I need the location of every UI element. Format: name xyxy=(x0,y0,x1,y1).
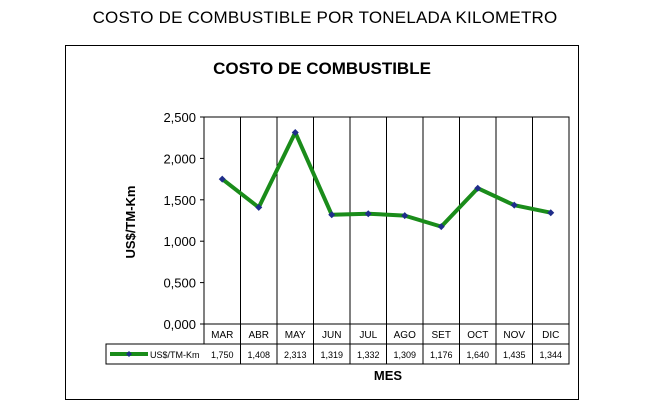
x-tick-label: ABR xyxy=(248,330,269,341)
page-title: COSTO DE COMBUSTIBLE POR TONELADA KILOME… xyxy=(92,8,558,27)
data-label: 1,176 xyxy=(430,350,453,360)
data-point xyxy=(291,128,299,136)
data-label: 2,313 xyxy=(284,350,307,360)
y-axis-label: US$/TM-Km xyxy=(123,186,138,259)
data-label: 1,435 xyxy=(503,350,526,360)
data-label: 1,640 xyxy=(466,350,489,360)
data-label: 1,408 xyxy=(247,350,270,360)
data-point xyxy=(401,212,409,220)
data-point xyxy=(255,203,263,211)
series-line xyxy=(221,130,552,229)
y-tick-label: 2,000 xyxy=(163,151,196,166)
chart-title: COSTO DE COMBUSTIBLE xyxy=(213,59,431,78)
x-tick-label: SET xyxy=(432,330,451,341)
data-point xyxy=(547,209,555,217)
data-point xyxy=(364,210,372,218)
x-tick-label: MAR xyxy=(211,330,233,341)
x-tick-label: JUN xyxy=(322,330,341,341)
y-tick-label: 2,500 xyxy=(163,110,196,125)
data-table-row xyxy=(105,343,570,365)
x-tick-label: OCT xyxy=(467,330,488,341)
x-tick-label: DIC xyxy=(542,330,559,341)
legend-marker xyxy=(126,351,132,357)
data-label: 1,344 xyxy=(539,350,562,360)
x-tick-label: JUL xyxy=(359,330,377,341)
y-tick-label: 0,000 xyxy=(163,317,196,332)
x-axis-label: MES xyxy=(374,368,403,383)
chart-frame xyxy=(65,45,579,400)
data-label: 1,319 xyxy=(320,350,343,360)
y-tick-label: 1,500 xyxy=(163,193,196,208)
data-label: 1,750 xyxy=(211,350,234,360)
legend-label: US$/TM-Km xyxy=(150,350,200,360)
data-point xyxy=(328,211,336,219)
data-label: 1,309 xyxy=(393,350,416,360)
y-tick-label: 0,500 xyxy=(163,276,196,291)
y-tick-label: 1,000 xyxy=(163,234,196,249)
data-point xyxy=(474,184,482,192)
x-tick-label: MAY xyxy=(285,330,306,341)
x-tick-label: NOV xyxy=(503,330,525,341)
data-point xyxy=(510,201,518,209)
data-label: 1,332 xyxy=(357,350,380,360)
x-tick-label: AGO xyxy=(394,330,416,341)
data-point xyxy=(218,175,226,183)
data-point xyxy=(437,223,445,231)
